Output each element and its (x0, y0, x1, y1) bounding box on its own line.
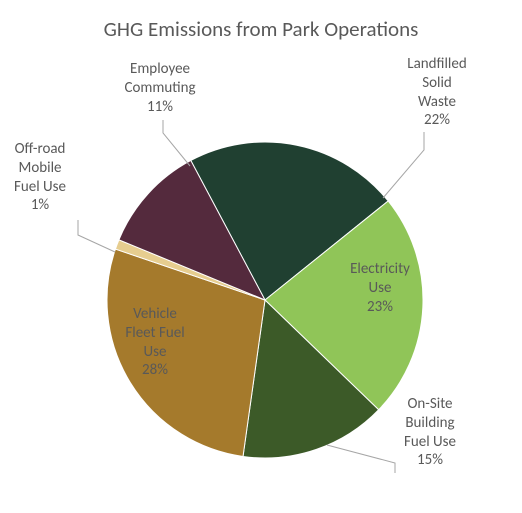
slice-label-employee-commuting: Employee Commuting 11% (108, 60, 213, 116)
leader-line (0, 0, 522, 513)
pie-chart-container: GHG Emissions from Park Operations Landf… (0, 0, 522, 513)
